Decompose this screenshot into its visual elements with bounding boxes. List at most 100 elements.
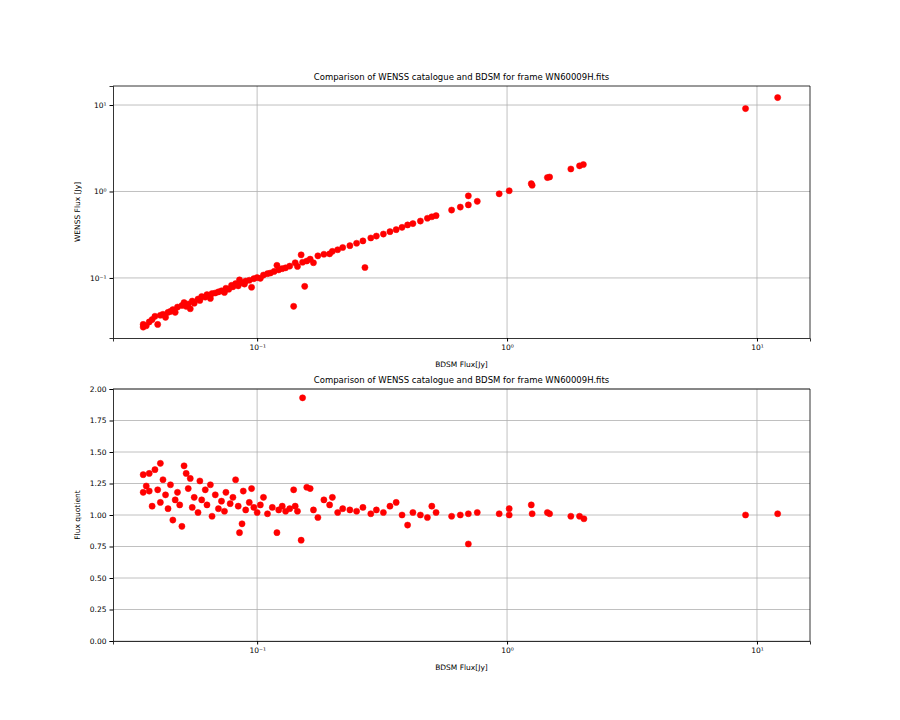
tick: 0.00	[90, 637, 113, 646]
tick-mark	[757, 338, 758, 342]
point	[202, 487, 208, 493]
point	[775, 511, 781, 517]
point	[162, 492, 168, 498]
point	[347, 243, 353, 249]
point	[157, 460, 163, 466]
point	[299, 395, 305, 401]
point	[474, 198, 480, 204]
x-axis-label: BDSM Flux[Jy]	[435, 663, 488, 672]
tick-label: 10⁻¹	[249, 343, 266, 352]
point	[380, 509, 386, 515]
point	[360, 504, 366, 510]
point	[174, 489, 180, 495]
point	[474, 509, 480, 515]
point	[465, 511, 471, 517]
point	[302, 283, 308, 289]
tick-mark	[110, 610, 114, 611]
tick-label: 1.75	[90, 416, 107, 425]
point	[465, 541, 471, 547]
tick-mark	[110, 515, 114, 516]
tick-label: 0.75	[90, 542, 107, 551]
grid-line	[113, 483, 810, 484]
point	[227, 501, 233, 507]
point	[417, 218, 423, 224]
point	[529, 511, 535, 517]
figure: 10⁻¹10⁰10¹10⁻¹10⁰10¹Comparison of WENSS …	[0, 0, 900, 720]
point	[506, 506, 512, 512]
tick: 0.75	[90, 542, 113, 551]
point	[449, 207, 455, 213]
point	[528, 502, 534, 508]
point	[496, 511, 502, 517]
tick: 1.25	[90, 479, 113, 488]
point	[165, 506, 171, 512]
point	[260, 494, 266, 500]
chart: 10⁻¹10⁰10¹0.000.250.500.751.001.251.501.…	[73, 375, 811, 672]
plot-background	[113, 86, 810, 338]
y-axis-label: Flux quotient	[73, 490, 82, 539]
point	[362, 264, 368, 270]
point	[189, 504, 195, 510]
tick-mark	[110, 389, 114, 390]
tick-label: 0.50	[90, 574, 107, 583]
point	[393, 227, 399, 233]
axis-line	[114, 339, 811, 342]
axis-line	[110, 390, 114, 642]
point	[387, 229, 393, 235]
point	[215, 506, 221, 512]
point	[321, 497, 327, 503]
point	[140, 489, 146, 495]
point	[264, 511, 270, 517]
point	[246, 499, 252, 505]
tick: 10⁰	[501, 641, 514, 655]
y-axis-label: WENSS Flux [Jy]	[73, 182, 82, 242]
tick-mark	[110, 578, 114, 579]
tick-label: 10⁻¹	[249, 646, 266, 655]
point	[185, 485, 191, 491]
point	[354, 240, 360, 246]
point	[187, 306, 193, 312]
point	[298, 537, 304, 543]
point	[181, 463, 187, 469]
point	[410, 509, 416, 515]
tick: 10¹	[94, 101, 113, 110]
point	[775, 94, 781, 100]
grid-line	[113, 609, 810, 610]
point	[506, 188, 512, 194]
point	[195, 509, 201, 515]
tick-label: 1.25	[90, 479, 107, 488]
tick: 10⁻¹	[90, 274, 113, 283]
point	[230, 494, 236, 500]
point	[424, 514, 430, 520]
point	[327, 502, 333, 508]
point	[373, 233, 379, 239]
points	[140, 94, 781, 330]
tick-mark	[757, 641, 758, 645]
point	[568, 513, 574, 519]
grid-line	[113, 420, 810, 421]
x-axis: 10⁻¹10⁰10¹	[114, 338, 811, 352]
point	[387, 503, 393, 509]
tick: 10⁰	[501, 338, 514, 352]
point	[429, 503, 435, 509]
point	[321, 251, 327, 257]
point	[240, 488, 246, 494]
point	[347, 507, 353, 513]
point	[223, 489, 229, 495]
point	[315, 514, 321, 520]
tick-label: 0.00	[90, 637, 107, 646]
point	[449, 513, 455, 519]
point	[315, 253, 321, 259]
grid	[113, 389, 810, 641]
point	[580, 161, 586, 167]
tick-label: 10¹	[751, 646, 764, 655]
tick: 10⁻¹	[249, 338, 266, 352]
point	[291, 303, 297, 309]
point	[310, 507, 316, 513]
x-axis: 10⁻¹ 10⁰ 10¹	[114, 641, 811, 655]
point	[170, 517, 176, 523]
tick: 0.50	[90, 574, 113, 583]
point	[152, 467, 158, 473]
tick-label: 0.25	[90, 605, 107, 614]
point	[199, 497, 205, 503]
